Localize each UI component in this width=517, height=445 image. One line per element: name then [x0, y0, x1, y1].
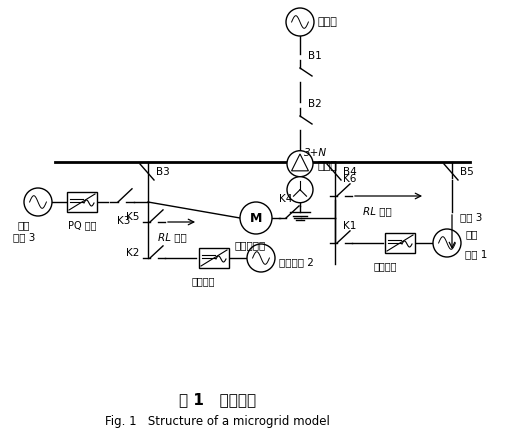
Text: 微型电源 2: 微型电源 2	[279, 257, 314, 267]
Circle shape	[24, 188, 52, 216]
Text: PQ 控制: PQ 控制	[68, 220, 97, 230]
Text: RL 负荷: RL 负荷	[363, 206, 392, 216]
Bar	[385, 233, 415, 253]
Text: 馈线 3: 馈线 3	[460, 212, 482, 222]
Text: K6: K6	[343, 174, 356, 184]
Circle shape	[240, 202, 272, 234]
Circle shape	[287, 177, 313, 203]
Text: 3+N: 3+N	[304, 148, 327, 158]
Circle shape	[247, 244, 275, 272]
Bar	[67, 192, 97, 212]
Text: 下垂控制: 下垂控制	[374, 261, 398, 271]
Circle shape	[433, 229, 461, 257]
Text: 配电网: 配电网	[318, 17, 338, 27]
Text: K2: K2	[126, 248, 140, 258]
Text: 电源 3: 电源 3	[13, 232, 35, 242]
Circle shape	[287, 151, 313, 177]
Text: 变压器: 变压器	[318, 161, 338, 171]
Text: B2: B2	[308, 99, 322, 109]
Text: K1: K1	[343, 221, 356, 231]
Text: B1: B1	[308, 51, 322, 61]
Text: 微型: 微型	[18, 220, 31, 230]
Text: K3: K3	[117, 216, 131, 226]
Text: RL 负荷: RL 负荷	[158, 232, 187, 242]
Text: M: M	[250, 211, 262, 224]
Text: B4: B4	[343, 167, 357, 177]
Text: B5: B5	[460, 167, 474, 177]
Text: 电动机负荷: 电动机负荷	[234, 240, 266, 250]
Text: K4: K4	[279, 194, 293, 204]
Text: 微型: 微型	[465, 229, 478, 239]
Circle shape	[286, 8, 314, 36]
Text: 电源 1: 电源 1	[465, 249, 488, 259]
Bar	[199, 248, 229, 268]
Text: Fig. 1   Structure of a microgrid model: Fig. 1 Structure of a microgrid model	[105, 416, 329, 429]
Text: 图 1   微网结构: 图 1 微网结构	[178, 392, 256, 408]
Text: K5: K5	[126, 212, 140, 222]
Text: B3: B3	[156, 167, 170, 177]
Text: 下垂控制: 下垂控制	[192, 276, 216, 286]
